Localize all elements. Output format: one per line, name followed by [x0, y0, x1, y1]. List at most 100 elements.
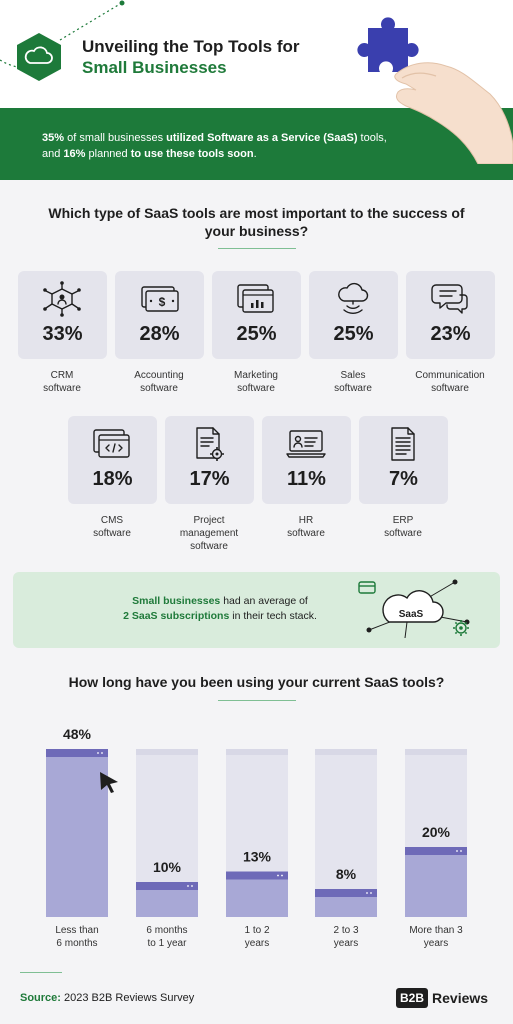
bar-cap-dot [187, 885, 189, 887]
hand-holding-puzzle-icon [357, 17, 513, 164]
svg-text:$: $ [159, 295, 166, 309]
card-label-line: Sales [340, 370, 366, 381]
chart-screen-icon [237, 284, 274, 313]
saas-tool-card: 23% [406, 271, 495, 359]
card-label: HR software [256, 514, 356, 540]
bar-value-label: 48% [63, 726, 92, 742]
bar-category-label-line: 1 to 2 [244, 925, 270, 936]
bar-category-label: 6 months to 1 year [127, 924, 207, 950]
bar-cap-dot [101, 752, 103, 754]
card-label: Marketing software [206, 369, 306, 395]
bar-cap [226, 871, 288, 880]
saas-tool-card: 25% [212, 271, 301, 359]
bar-category-label-line: years [244, 938, 270, 949]
bar-cap [315, 889, 377, 897]
gear-icon [453, 620, 469, 636]
card-label-line: software [93, 528, 131, 539]
card-label: Project management software [159, 514, 259, 553]
bar-category-label: 2 to 3 years [306, 924, 386, 950]
saas-tool-card: 7% [359, 416, 448, 504]
question-1-divider [218, 248, 296, 249]
card-percent: 33% [42, 323, 83, 345]
banner-text-4: planned [85, 148, 131, 160]
card-percent: 17% [189, 468, 230, 490]
card-percent: 7% [389, 468, 418, 490]
card-label-line: software [287, 528, 325, 539]
banner-stat-1: 35% [42, 132, 65, 144]
b2b-reviews-logo: B2B Reviews [396, 987, 488, 1009]
bar-category-label-line: years [333, 938, 359, 949]
card-percent: 18% [92, 468, 133, 490]
bar-cap-dot [191, 885, 193, 887]
card-label-line: Accounting [134, 370, 184, 381]
bar-cap-dot [370, 892, 372, 894]
dollar-bill-icon: $ [141, 286, 179, 312]
title-line-2: Small Businesses [82, 58, 227, 77]
bar-track-cap [405, 749, 467, 755]
bar-value-label: 10% [153, 859, 182, 875]
info-text-2: in their tech stack. [229, 610, 317, 622]
card-label: Sales software [303, 369, 403, 395]
card-label-line: Project [193, 515, 225, 526]
cloud-signal-icon [338, 282, 369, 314]
bar-cap-dot [281, 874, 283, 877]
title-line-1: Unveiling the Top Tools for [82, 37, 300, 56]
card-label: Communication software [400, 369, 500, 395]
footer-divider [20, 972, 62, 973]
bar-cap-dot [456, 850, 458, 852]
card-label-line: software [237, 383, 275, 394]
info-bold-1: Small businesses [132, 595, 221, 607]
bar-category-label-line: to 1 year [147, 938, 187, 949]
stat-banner [0, 108, 513, 180]
bar-cap-dot [277, 874, 279, 877]
question-2-divider [218, 700, 296, 701]
bar-cap [46, 749, 108, 757]
banner-text-2: utilized Software as a Service (SaaS) [166, 132, 358, 144]
card-percent: 11% [287, 468, 326, 490]
saas-tool-card: 11% [262, 416, 351, 504]
card-label-line: software [384, 528, 422, 539]
banner-text-1: of small businesses [64, 132, 167, 144]
bar-cap-dot [366, 892, 368, 894]
header: Unveiling the Top Tools for Small Busine… [0, 0, 513, 108]
card-percent: 25% [236, 323, 277, 345]
bar-category-label-line: 6 months [56, 938, 98, 949]
card-label-line: software [140, 383, 178, 394]
logo-reviews: Reviews [432, 990, 489, 1006]
info-text-1: had an average of [220, 595, 308, 607]
bar-value-label: 8% [336, 866, 357, 882]
id-laptop-icon [286, 430, 326, 458]
question-2-title: How long have you been using your curren… [68, 674, 445, 690]
card-percent: 25% [333, 323, 374, 345]
bar-category-label-line: years [423, 938, 449, 949]
banner-text: 35% of small businesses utilized Softwar… [42, 130, 402, 162]
bar-track-cap [226, 749, 288, 755]
card-label-line: software [431, 383, 469, 394]
bar-category-label-line: Less than [55, 925, 99, 936]
saas-cloud-label: SaaS [399, 609, 424, 620]
card-label-line: Marketing [234, 370, 278, 381]
bar-cap-dot [97, 752, 99, 754]
bar-cap-dot [460, 850, 462, 852]
saas-tool-card: $ 28% [115, 271, 204, 359]
saas-tool-card: 18% [68, 416, 157, 504]
card-label-line: HR [298, 515, 314, 526]
bar-value-label: 20% [422, 824, 451, 840]
bar-category-label-line: 6 months [146, 925, 188, 936]
banner-text-5: to use these tools soon [130, 148, 254, 160]
document-gear-icon [196, 427, 224, 461]
bar-track-cap [136, 749, 198, 755]
info-bold-2: 2 SaaS subscriptions [123, 610, 230, 622]
card-label: Accounting software [109, 369, 209, 395]
banner-stat-2: 16% [63, 148, 86, 160]
banner-text-6: . [253, 148, 257, 160]
code-window-icon [93, 429, 130, 458]
bar-category-label: 1 to 2 years [217, 924, 297, 950]
cursor-arrow-icon [100, 772, 118, 793]
card-percent: 23% [430, 323, 471, 345]
crm-network-icon [43, 281, 81, 317]
card-label-line: software [334, 383, 372, 394]
source-text: 2023 B2B Reviews Survey [60, 992, 195, 1004]
card-percent: 28% [139, 323, 180, 345]
source-label: Source: [20, 992, 61, 1004]
